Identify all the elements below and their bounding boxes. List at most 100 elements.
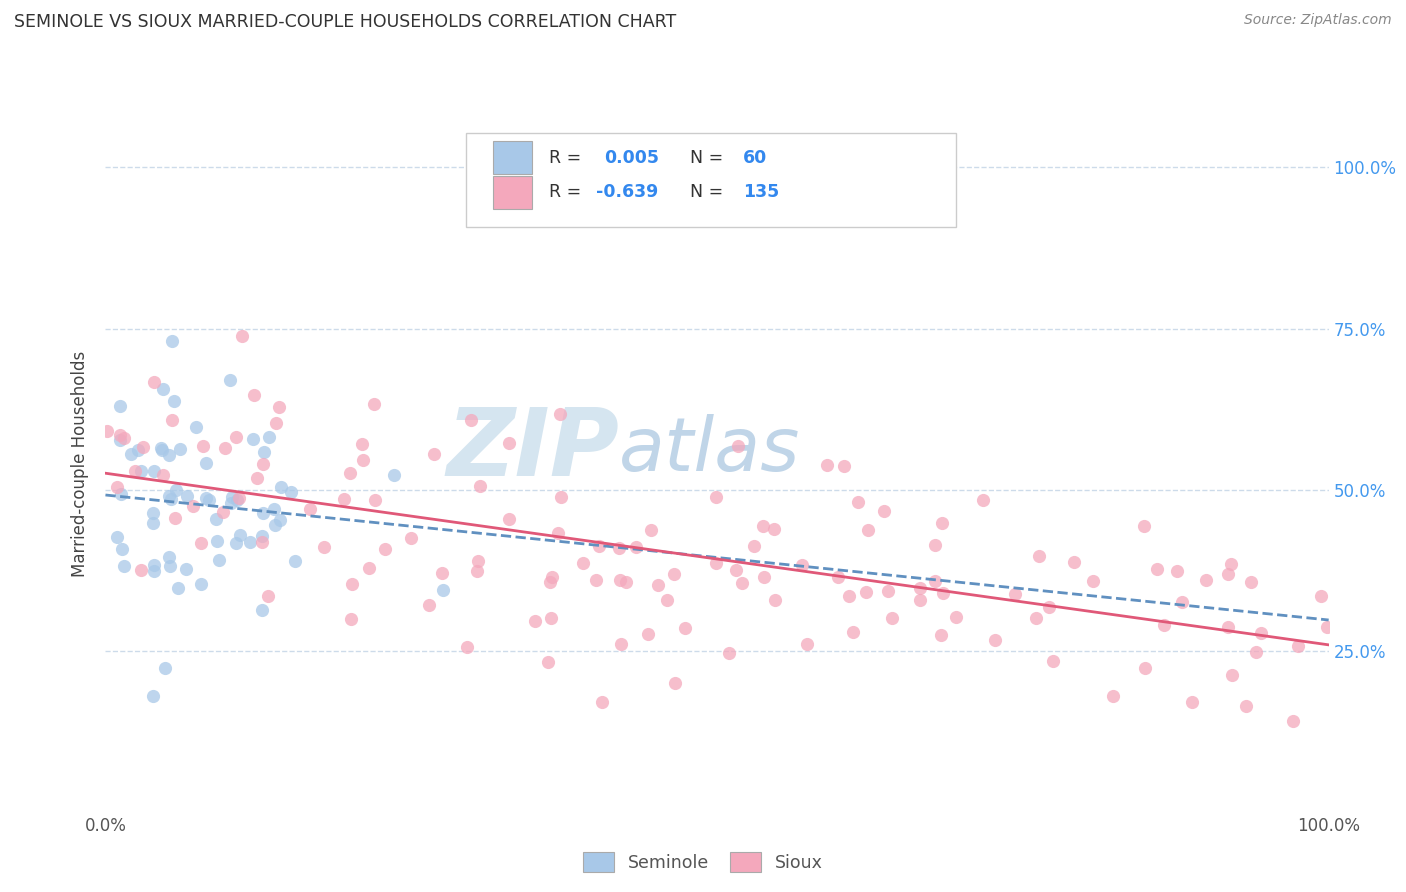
Point: [157, 489, 180, 503]
Point: [352, 452, 374, 467]
Point: [142, 376, 165, 390]
Point: [191, 439, 214, 453]
Point: [160, 491, 183, 506]
Point: [1102, 689, 1125, 703]
Point: [1171, 595, 1194, 609]
Point: [382, 468, 405, 483]
Point: [132, 440, 155, 454]
Point: [647, 578, 669, 592]
FancyBboxPatch shape: [494, 141, 533, 175]
Text: -0.639: -0.639: [596, 184, 658, 202]
Point: [924, 574, 946, 588]
Point: [225, 430, 247, 444]
Point: [1220, 667, 1243, 681]
Point: [243, 388, 266, 402]
Point: [250, 534, 273, 549]
Point: [1038, 599, 1060, 614]
Point: [856, 523, 879, 537]
Point: [120, 447, 142, 461]
Point: [157, 550, 180, 565]
Text: ZIP: ZIP: [446, 404, 619, 496]
Point: [1246, 645, 1268, 659]
Point: [1166, 564, 1188, 578]
Point: [246, 471, 269, 485]
Point: [1310, 590, 1333, 604]
Point: [214, 441, 236, 455]
Point: [876, 583, 898, 598]
Point: [664, 676, 686, 690]
Point: [159, 448, 181, 462]
Point: [541, 570, 564, 584]
Point: [207, 552, 229, 566]
Point: [418, 599, 440, 613]
Point: [1081, 574, 1104, 588]
Y-axis label: Married-couple Households: Married-couple Households: [72, 351, 90, 577]
Point: [465, 564, 488, 578]
Point: [142, 558, 165, 572]
Point: [752, 519, 775, 533]
Point: [908, 581, 931, 595]
Point: [1132, 519, 1154, 533]
Point: [468, 479, 491, 493]
Point: [357, 561, 380, 575]
Point: [127, 443, 149, 458]
Point: [547, 526, 569, 541]
Point: [228, 491, 250, 505]
Point: [640, 524, 662, 538]
Point: [194, 456, 217, 470]
Point: [1240, 575, 1263, 590]
Point: [762, 522, 785, 536]
Point: [198, 493, 221, 508]
Point: [727, 439, 749, 453]
Text: Source: ZipAtlas.com: Source: ZipAtlas.com: [1244, 13, 1392, 28]
Point: [264, 518, 287, 533]
Point: [880, 611, 903, 625]
Point: [239, 535, 262, 549]
Point: [460, 413, 482, 427]
Point: [1218, 620, 1240, 634]
Point: [167, 581, 190, 595]
Point: [609, 573, 631, 587]
Point: [219, 496, 242, 510]
Point: [264, 417, 287, 431]
Point: [1216, 566, 1239, 581]
Text: R =: R =: [550, 184, 588, 202]
Point: [540, 611, 562, 625]
Point: [253, 444, 276, 458]
Point: [226, 492, 249, 507]
Point: [204, 512, 226, 526]
Point: [827, 570, 849, 584]
Point: [537, 656, 560, 670]
Text: SEMINOLE VS SIOUX MARRIED-COUPLE HOUSEHOLDS CORRELATION CHART: SEMINOLE VS SIOUX MARRIED-COUPLE HOUSEHO…: [14, 13, 676, 31]
FancyBboxPatch shape: [467, 134, 956, 227]
Point: [1063, 555, 1085, 569]
Point: [105, 480, 128, 494]
Point: [186, 419, 208, 434]
Point: [790, 558, 813, 572]
Point: [1146, 562, 1168, 576]
Point: [108, 399, 131, 413]
Point: [637, 627, 659, 641]
Point: [110, 486, 132, 500]
Point: [231, 329, 253, 343]
Point: [152, 468, 174, 483]
Point: [252, 529, 274, 543]
Point: [467, 554, 489, 568]
Point: [498, 436, 520, 450]
Point: [163, 393, 186, 408]
Point: [1135, 661, 1157, 675]
Point: [269, 513, 291, 527]
Point: [538, 574, 561, 589]
Point: [339, 466, 361, 480]
Point: [112, 431, 135, 445]
Point: [340, 612, 363, 626]
Point: [252, 457, 274, 471]
Point: [267, 400, 290, 414]
Point: [924, 538, 946, 552]
Point: [160, 412, 183, 426]
Point: [149, 441, 172, 455]
Point: [1250, 626, 1272, 640]
Point: [340, 577, 363, 591]
Point: [176, 490, 198, 504]
Text: atlas: atlas: [619, 414, 800, 486]
